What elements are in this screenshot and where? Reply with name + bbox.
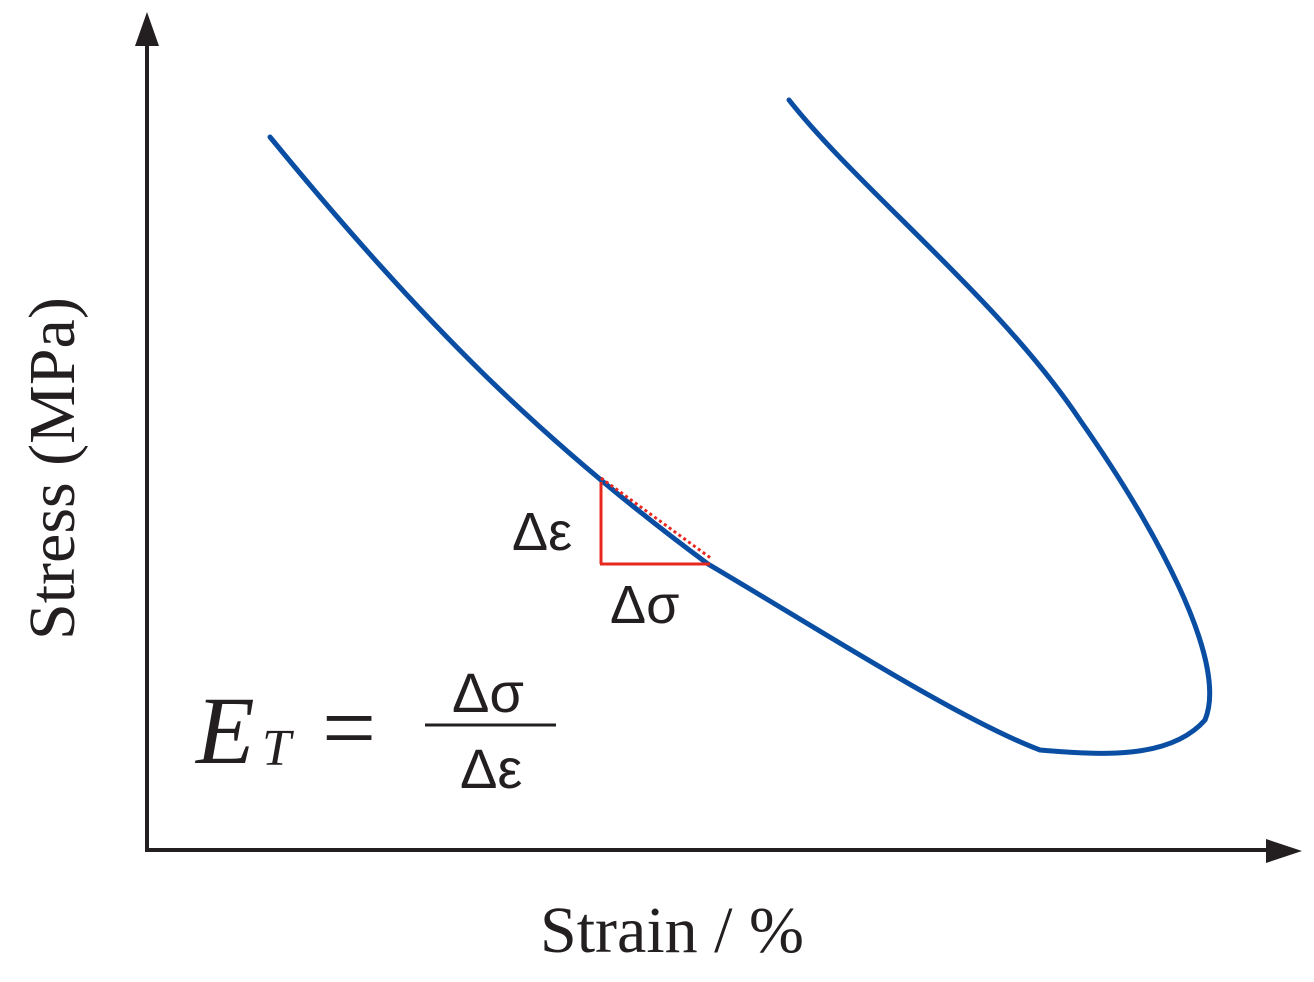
formula-equals: = <box>322 674 376 781</box>
y-axis-label: Stress (MPa) <box>16 297 89 640</box>
y-axis-arrowhead <box>135 12 159 46</box>
delta-sigma-label: Δσ <box>610 575 679 635</box>
delta-epsilon-label: Δε <box>512 502 572 562</box>
x-axis-label: Strain / % <box>540 894 804 967</box>
formula-lhs-symbol: E <box>194 677 255 784</box>
formula-lhs-subscript: T <box>262 720 294 777</box>
x-axis-arrowhead <box>1266 839 1302 863</box>
formula-denominator: Δε <box>460 737 522 800</box>
stress-strain-curve <box>267 97 1213 756</box>
tangent-line <box>600 476 713 561</box>
formula-numerator: Δσ <box>452 661 524 724</box>
